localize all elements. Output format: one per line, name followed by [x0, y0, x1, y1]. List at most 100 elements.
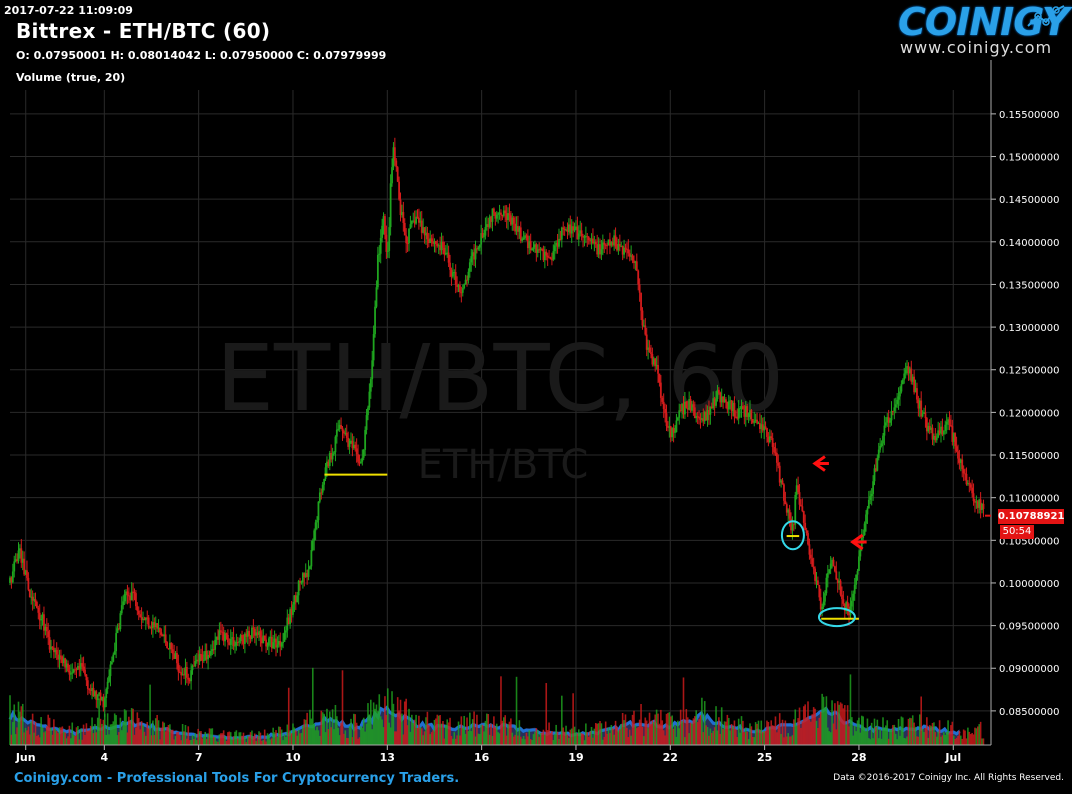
volume-bar [297, 729, 300, 745]
volume-bar [275, 730, 277, 745]
candle-body [249, 636, 252, 639]
candle-body [262, 635, 265, 644]
x-tick-label: 25 [757, 751, 772, 764]
volume-bar [55, 730, 58, 745]
annotations-layer [324, 455, 867, 628]
candle-body [364, 429, 367, 450]
volume-bar [853, 725, 856, 745]
candle-body [541, 248, 543, 250]
volume-bar [951, 721, 954, 745]
candle-body [14, 559, 17, 562]
watermark: ETH/BTC, 60 ETH/BTC [216, 325, 784, 488]
volume-bar [50, 727, 52, 745]
volume-bar [480, 724, 482, 745]
candle-body [698, 416, 700, 419]
candle-body [210, 650, 212, 656]
candle-body [79, 663, 82, 670]
volume-bar [534, 731, 536, 745]
candle-body [476, 248, 478, 250]
volume-bar [176, 732, 178, 745]
volume-bar [262, 740, 265, 745]
volume-bar [60, 727, 62, 745]
volume-bar [610, 725, 613, 745]
candle-body [781, 480, 784, 485]
candle-body [23, 558, 26, 575]
candle-body [416, 216, 419, 219]
coinigy-logo[interactable]: COINIGY www.coinigy.com [898, 0, 1070, 60]
candle-body [553, 245, 556, 252]
candle-body [285, 630, 287, 633]
candle-body [269, 636, 272, 639]
volume-bar [682, 677, 685, 745]
volume-bar [245, 742, 248, 745]
volume-bar [777, 725, 780, 745]
volume-bar [725, 721, 727, 745]
candle-body [817, 580, 819, 585]
candle-body [620, 246, 623, 248]
candle-body [771, 438, 774, 447]
candle-body [272, 642, 275, 649]
candle-body [427, 239, 430, 244]
candle-body [422, 227, 425, 233]
candle-body [418, 218, 420, 223]
volume-bar [500, 676, 502, 745]
volume-bar [84, 734, 86, 745]
candle-body [545, 251, 548, 256]
footer-tagline[interactable]: Coinigy.com - Professional Tools For Cry… [14, 771, 460, 786]
candle-body [166, 642, 168, 649]
volume-bar [193, 739, 195, 745]
volume-bar [398, 710, 400, 745]
volume-bar [300, 732, 303, 745]
volume-bar [283, 734, 286, 745]
volume-bar [698, 719, 700, 745]
volume-bar [456, 735, 458, 745]
candle-body [802, 511, 805, 523]
candle-body [191, 665, 194, 671]
volume-bar [234, 731, 236, 745]
candle-body [976, 501, 979, 508]
logo-trend-icon [1027, 5, 1065, 27]
candle-body [819, 597, 822, 610]
candle-body [968, 483, 971, 485]
candle-body [715, 399, 717, 406]
volume-bar [244, 736, 246, 745]
volume-bar [869, 739, 872, 745]
y-tick-label: 0.10500000 [999, 536, 1059, 547]
volume-bar [870, 722, 873, 745]
candle-body [651, 353, 654, 365]
volume-bar [183, 731, 185, 745]
candle-body [93, 691, 96, 697]
volume-bar [831, 700, 833, 745]
candle-body [667, 425, 669, 428]
candle-body [521, 238, 524, 241]
volume-bar [545, 683, 548, 745]
candle-body [204, 650, 207, 660]
candle-body [743, 409, 746, 417]
y-tick-label: 0.15500000 [999, 110, 1059, 121]
volume-bar [474, 736, 477, 745]
candle-body [95, 691, 98, 701]
volume-bar [583, 740, 586, 745]
volume-bar [444, 725, 447, 745]
volume-bar [142, 725, 144, 745]
volume-bar [856, 720, 859, 745]
candle-body [60, 655, 62, 657]
candle-body [88, 688, 91, 690]
volume-bar [358, 737, 361, 745]
volume-bar [780, 733, 782, 745]
candle-body [126, 591, 129, 596]
candle-body [548, 257, 550, 259]
volume-bar [340, 722, 342, 745]
candle-body [464, 279, 467, 285]
volume-bar [385, 714, 388, 745]
candle-body [361, 457, 364, 462]
candle-body [290, 609, 293, 615]
candle-body [498, 212, 501, 214]
candle-body [539, 248, 542, 251]
volume-bar [379, 716, 382, 745]
volume-bar [651, 720, 654, 745]
volume-indicator-label[interactable]: Volume (true, 20) [16, 71, 126, 84]
candle-body [50, 646, 52, 650]
volume-bar [269, 739, 272, 745]
